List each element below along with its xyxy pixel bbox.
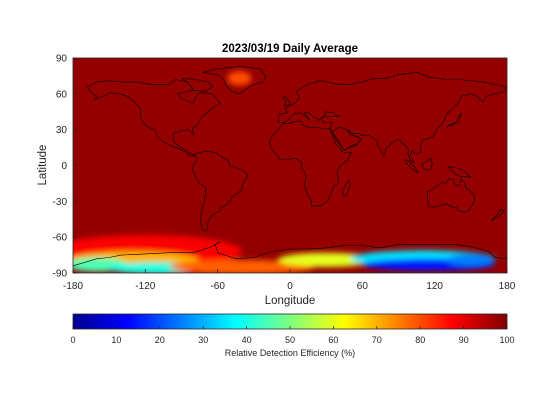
x-tick-label: -180 [63, 281, 83, 292]
coastline-north-america [87, 79, 221, 157]
coastline-australia [427, 178, 475, 213]
coastline-south-america [192, 150, 249, 232]
coastline-europe-asia [277, 72, 507, 164]
coastline-madagascar [342, 179, 351, 196]
wilkes-land-patch [446, 253, 495, 266]
queen-maud-coast [277, 252, 375, 268]
coastline-new-guinea [447, 166, 472, 178]
coastline-uk [282, 95, 292, 107]
y-tick-label: -90 [53, 269, 68, 280]
coastline-new-zealand [491, 209, 505, 221]
coastlines [73, 66, 507, 267]
colorbar-tick-label: 20 [155, 335, 165, 345]
colorbar-tick-label: 50 [285, 335, 295, 345]
colorbar-tick-label: 60 [328, 335, 338, 345]
heat-layer [73, 71, 495, 273]
colorbar-tick-label: 70 [372, 335, 382, 345]
y-tick-label: 60 [56, 89, 68, 100]
chart-title: 2023/03/19 Daily Average [222, 43, 358, 55]
y-tick-label: 90 [56, 54, 68, 65]
greenland-spot [227, 71, 252, 86]
colorbar-tick-label: 90 [459, 335, 469, 345]
coastline-africa [269, 121, 352, 207]
coastline-indonesia-borneo [421, 158, 433, 171]
y-tick-label: -30 [53, 197, 68, 208]
map-area [73, 58, 507, 273]
coastline-arabia [331, 127, 362, 151]
y-tick-label: -60 [53, 233, 68, 244]
x-tick-label: 60 [357, 281, 369, 292]
colorbar-tick-label: 40 [242, 335, 252, 345]
x-axis: -180 -120 -60 0 60 120 180 [63, 269, 516, 292]
colorbar-label: Relative Detection Efficiency (%) [225, 348, 355, 358]
colorbar-tick-label: 100 [499, 335, 514, 345]
y-axis: 90 60 30 0 -30 -60 -90 [53, 54, 77, 280]
coastline-baffin-island [181, 78, 214, 92]
coastline-indonesia-sumatra [404, 159, 419, 173]
colorbar-ticks: 0 10 20 30 40 50 60 70 80 90 100 [70, 326, 515, 345]
x-tick-label: 0 [287, 281, 293, 292]
x-tick-label: -120 [135, 281, 155, 292]
y-tick-label: 30 [56, 125, 68, 136]
weddell-sea-band [169, 259, 315, 273]
coastline-greenland [203, 66, 267, 95]
colorbar-tick-label: 80 [415, 335, 425, 345]
y-axis-label: Latitude [37, 145, 49, 186]
colorbar-tick-label: 10 [111, 335, 121, 345]
x-tick-label: -60 [210, 281, 225, 292]
y-tick-label: 0 [61, 161, 67, 172]
colorbar-tick-label: 0 [70, 335, 75, 345]
colorbar-tick-label: 30 [198, 335, 208, 345]
x-tick-label: 180 [499, 281, 516, 292]
coastline-antarctica [73, 241, 507, 267]
coastline-japan [446, 112, 462, 129]
x-axis-label: Longitude [265, 295, 316, 307]
x-tick-label: 120 [426, 281, 443, 292]
